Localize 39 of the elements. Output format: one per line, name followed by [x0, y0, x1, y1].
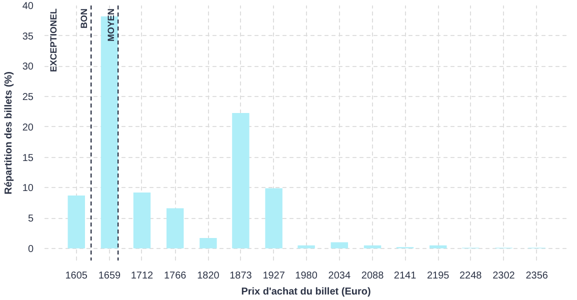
x-tick-label: 1820 — [197, 270, 220, 282]
x-tick-label: 2141 — [394, 270, 417, 282]
y-tick-label: 15 — [22, 152, 34, 164]
bar — [430, 245, 447, 248]
x-tick-label: 1927 — [262, 270, 286, 282]
ref-line-label: MOYEN — [106, 8, 116, 42]
bar — [68, 196, 85, 248]
ref-line-label: BON — [79, 8, 90, 28]
y-tick-label: 0 — [28, 244, 34, 255]
x-tick-label: 2195 — [427, 270, 450, 282]
x-tick-label: 1659 — [98, 270, 122, 282]
y-tick-label: 25 — [22, 92, 34, 104]
x-tick-label: 2302 — [492, 270, 516, 282]
y-axis-title: Répartition des billets (%) — [3, 72, 14, 194]
bar — [364, 245, 382, 248]
x-tick-label: 1873 — [230, 270, 252, 282]
x-tick-label: 2356 — [526, 270, 548, 282]
x-tick-label: 1766 — [164, 270, 187, 282]
x-tick-label: 2248 — [460, 270, 482, 282]
bar — [232, 112, 250, 248]
y-tick-label: 5 — [28, 214, 34, 224]
x-tick-label: 1980 — [295, 270, 318, 282]
bar — [133, 192, 151, 248]
bar — [200, 238, 217, 248]
x-tick-label: 1712 — [130, 270, 154, 282]
x-tick-label: 2088 — [361, 270, 384, 282]
x-tick-label: 1605 — [65, 270, 88, 282]
annotation: EXCEPTIONEL — [48, 8, 58, 72]
y-tick-label: 20 — [22, 122, 34, 134]
y-tick-label: 40 — [22, 1, 34, 12]
y-tick-label: 35 — [22, 31, 34, 42]
bar — [298, 245, 315, 248]
y-tick-label: 30 — [22, 62, 34, 73]
x-axis-title: Prix d'achat du billet (Euro) — [241, 286, 371, 298]
bar — [330, 242, 348, 248]
y-tick-label: 10 — [22, 183, 34, 194]
bar — [166, 208, 184, 248]
bar — [265, 188, 282, 248]
x-tick-label: 2034 — [328, 270, 351, 282]
